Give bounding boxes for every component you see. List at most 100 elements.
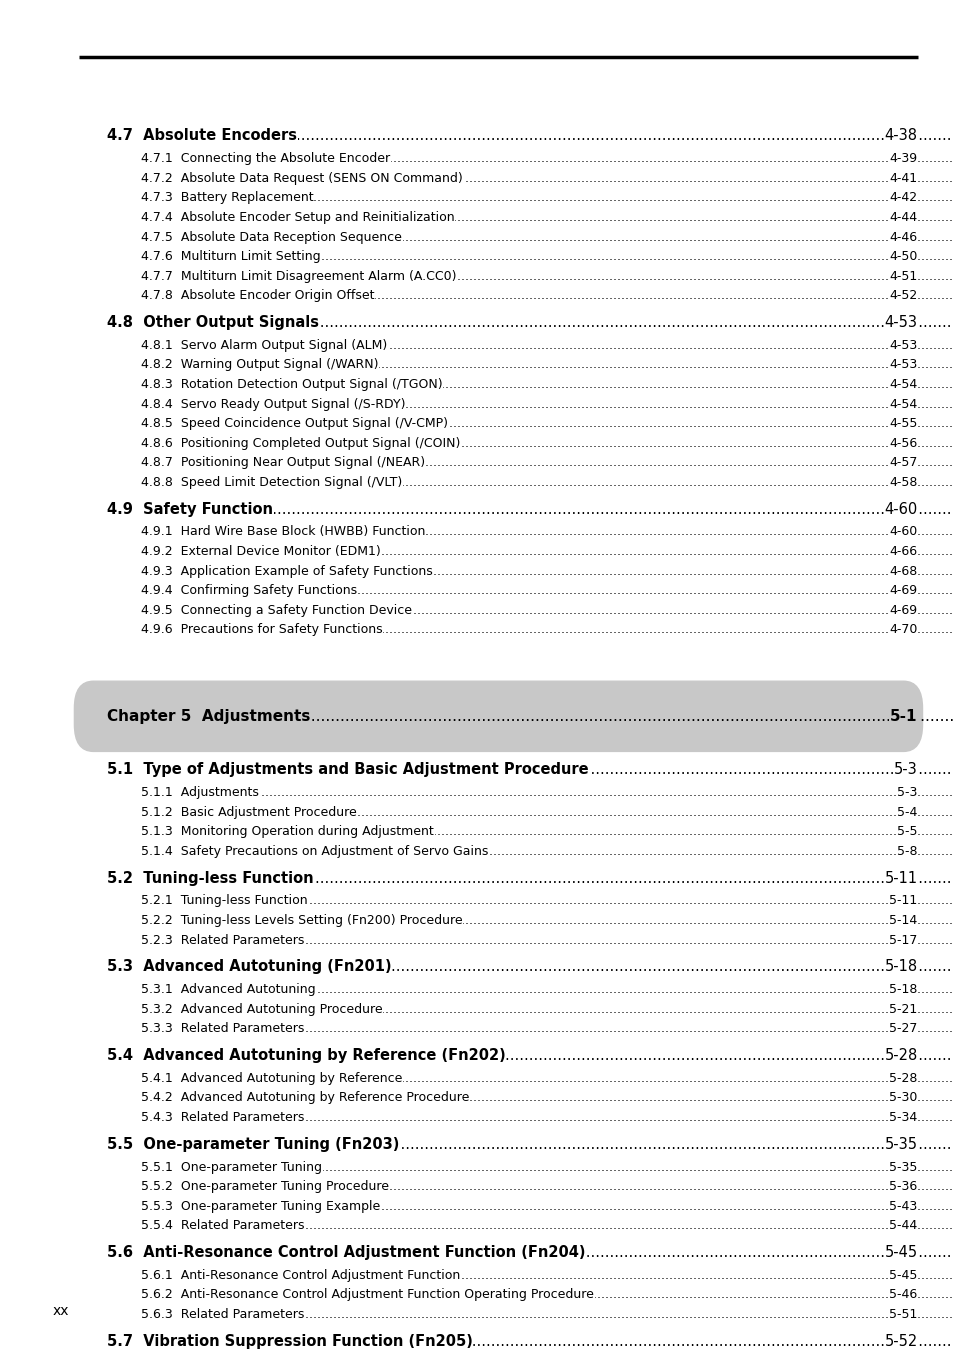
Text: ................................................................................: ........................................… [141, 456, 953, 470]
Text: ................................................................................: ........................................… [107, 1048, 953, 1062]
Text: ................................................................................: ........................................… [141, 1308, 953, 1322]
Text: 5-8: 5-8 [897, 845, 917, 859]
Text: 5-28: 5-28 [888, 1072, 917, 1085]
Text: 5-45: 5-45 [888, 1269, 917, 1282]
Text: ................................................................................: ........................................… [141, 934, 953, 946]
Text: 5-35: 5-35 [883, 1137, 917, 1152]
Text: ................................................................................: ........................................… [141, 250, 953, 263]
Text: 4.8.6  Positioning Completed Output Signal (/COIN): 4.8.6 Positioning Completed Output Signa… [141, 436, 460, 450]
Text: 5.4.1  Advanced Autotuning by Reference: 5.4.1 Advanced Autotuning by Reference [141, 1072, 402, 1085]
Text: 5.4.2  Advanced Autotuning by Reference Procedure: 5.4.2 Advanced Autotuning by Reference P… [141, 1091, 469, 1104]
Text: 4-54: 4-54 [888, 397, 917, 410]
Text: 5.5  One-parameter Tuning (Fn203): 5.5 One-parameter Tuning (Fn203) [107, 1137, 398, 1152]
Text: 5-35: 5-35 [888, 1161, 917, 1173]
Text: 5-46: 5-46 [888, 1288, 917, 1301]
Text: 5-4: 5-4 [897, 806, 917, 819]
Text: 5.5.1  One-parameter Tuning: 5.5.1 One-parameter Tuning [141, 1161, 322, 1173]
Text: ................................................................................: ........................................… [141, 192, 953, 204]
Text: 5.6.3  Related Parameters: 5.6.3 Related Parameters [141, 1308, 304, 1322]
Text: 5-28: 5-28 [883, 1048, 917, 1062]
Text: ................................................................................: ........................................… [141, 603, 953, 617]
Text: ................................................................................: ........................................… [141, 895, 953, 907]
Text: 5-34: 5-34 [888, 1111, 917, 1125]
Text: 4.9.6  Precautions for Safety Functions: 4.9.6 Precautions for Safety Functions [141, 624, 382, 636]
Text: 4.7.2  Absolute Data Request (SENS ON Command): 4.7.2 Absolute Data Request (SENS ON Com… [141, 171, 462, 185]
Text: 4.9.4  Confirming Safety Functions: 4.9.4 Confirming Safety Functions [141, 585, 357, 597]
Text: 4.7.6  Multiturn Limit Setting: 4.7.6 Multiturn Limit Setting [141, 250, 320, 263]
Text: 5.3  Advanced Autotuning (Fn201): 5.3 Advanced Autotuning (Fn201) [107, 960, 391, 975]
Text: ................................................................................: ........................................… [141, 585, 953, 597]
Text: 4-55: 4-55 [888, 417, 917, 431]
Text: ................................................................................: ........................................… [141, 564, 953, 578]
Text: 4-39: 4-39 [889, 153, 917, 165]
Text: 5.3.2  Advanced Autotuning Procedure: 5.3.2 Advanced Autotuning Procedure [141, 1003, 382, 1015]
Text: 4.8.8  Speed Limit Detection Signal (/VLT): 4.8.8 Speed Limit Detection Signal (/VLT… [141, 475, 402, 489]
Text: ................................................................................: ........................................… [141, 1072, 953, 1085]
Text: ................................................................................: ........................................… [141, 845, 953, 859]
Text: 4.8.7  Positioning Near Output Signal (/NEAR): 4.8.7 Positioning Near Output Signal (/N… [141, 456, 425, 470]
Text: 4.8.4  Servo Ready Output Signal (/S-RDY): 4.8.4 Servo Ready Output Signal (/S-RDY) [141, 397, 405, 410]
Text: ................................................................................: ........................................… [141, 339, 953, 352]
Text: 5.2.3  Related Parameters: 5.2.3 Related Parameters [141, 934, 304, 946]
Text: 5.6  Anti-Resonance Control Adjustment Function (Fn204): 5.6 Anti-Resonance Control Adjustment Fu… [107, 1245, 585, 1260]
Text: ................................................................................: ........................................… [107, 128, 953, 143]
Text: 5-18: 5-18 [888, 983, 917, 996]
Text: 5.1.3  Monitoring Operation during Adjustment: 5.1.3 Monitoring Operation during Adjust… [141, 825, 434, 838]
Text: 4-41: 4-41 [889, 171, 917, 185]
Text: 5-21: 5-21 [888, 1003, 917, 1015]
Text: 4.7.4  Absolute Encoder Setup and Reinitialization: 4.7.4 Absolute Encoder Setup and Reiniti… [141, 211, 455, 224]
Text: 4-58: 4-58 [888, 475, 917, 489]
Text: ................................................................................: ........................................… [141, 1269, 953, 1282]
Text: 5.6.1  Anti-Resonance Control Adjustment Function: 5.6.1 Anti-Resonance Control Adjustment … [141, 1269, 460, 1282]
Text: 4-50: 4-50 [888, 250, 917, 263]
Text: 5-27: 5-27 [888, 1022, 917, 1035]
Text: 4-53: 4-53 [888, 358, 917, 371]
Text: 4-57: 4-57 [888, 456, 917, 470]
Text: ................................................................................: ........................................… [141, 378, 953, 392]
Text: 5.2  Tuning-less Function: 5.2 Tuning-less Function [107, 871, 314, 886]
Text: 5-1: 5-1 [889, 709, 917, 724]
Text: 4.7.1  Connecting the Absolute Encoder: 4.7.1 Connecting the Absolute Encoder [141, 153, 390, 165]
Text: 4-51: 4-51 [888, 270, 917, 282]
Text: ................................................................................: ........................................… [107, 960, 953, 975]
Text: 5.5.2  One-parameter Tuning Procedure: 5.5.2 One-parameter Tuning Procedure [141, 1180, 389, 1193]
Text: ................................................................................: ........................................… [141, 1091, 953, 1104]
Text: xx: xx [52, 1304, 69, 1318]
Text: ................................................................................: ........................................… [141, 1288, 953, 1301]
Text: ................................................................................: ........................................… [141, 1219, 953, 1233]
Text: ................................................................................: ........................................… [107, 871, 953, 886]
Text: 4-54: 4-54 [888, 378, 917, 392]
Text: 4.8.2  Warning Output Signal (/WARN): 4.8.2 Warning Output Signal (/WARN) [141, 358, 378, 371]
Text: ................................................................................: ........................................… [107, 1137, 953, 1152]
Text: ................................................................................: ........................................… [107, 1334, 953, 1349]
Text: 5-3: 5-3 [893, 763, 917, 778]
Text: 4.8  Other Output Signals: 4.8 Other Output Signals [107, 315, 318, 329]
Text: 5.2.2  Tuning-less Levels Setting (Fn200) Procedure: 5.2.2 Tuning-less Levels Setting (Fn200)… [141, 914, 462, 927]
Text: 4.7.5  Absolute Data Reception Sequence: 4.7.5 Absolute Data Reception Sequence [141, 231, 401, 243]
Text: ................................................................................: ........................................… [141, 624, 953, 636]
Text: ................................................................................: ........................................… [141, 545, 953, 558]
Text: 4.8.5  Speed Coincidence Output Signal (/V-CMP): 4.8.5 Speed Coincidence Output Signal (/… [141, 417, 448, 431]
Text: 4-44: 4-44 [889, 211, 917, 224]
Text: 5.1.2  Basic Adjustment Procedure: 5.1.2 Basic Adjustment Procedure [141, 806, 356, 819]
Text: ................................................................................: ........................................… [107, 1245, 953, 1260]
Text: ................................................................................: ........................................… [141, 825, 953, 838]
Text: 4.7.7  Multiturn Limit Disagreement Alarm (A.CC0): 4.7.7 Multiturn Limit Disagreement Alarm… [141, 270, 456, 282]
Text: 5-52: 5-52 [883, 1334, 917, 1349]
Text: 5-43: 5-43 [888, 1200, 917, 1212]
Text: 4-38: 4-38 [883, 128, 917, 143]
Text: 4-60: 4-60 [888, 525, 917, 539]
Text: ................................................................................: ........................................… [141, 1022, 953, 1035]
Text: 5.7  Vibration Suppression Function (Fn205): 5.7 Vibration Suppression Function (Fn20… [107, 1334, 473, 1349]
Text: ................................................................................: ........................................… [141, 397, 953, 410]
Text: 4.7.8  Absolute Encoder Origin Offset: 4.7.8 Absolute Encoder Origin Offset [141, 289, 375, 302]
Text: 4.9.3  Application Example of Safety Functions: 4.9.3 Application Example of Safety Func… [141, 564, 433, 578]
Text: 5-11: 5-11 [883, 871, 917, 886]
Text: 5-51: 5-51 [888, 1308, 917, 1322]
Text: ................................................................................: ........................................… [141, 289, 953, 302]
Text: ................................................................................: ........................................… [107, 502, 953, 517]
Text: 4-53: 4-53 [883, 315, 917, 329]
Text: 5-36: 5-36 [888, 1180, 917, 1193]
Text: 5-5: 5-5 [897, 825, 917, 838]
Text: ................................................................................: ........................................… [107, 763, 953, 778]
